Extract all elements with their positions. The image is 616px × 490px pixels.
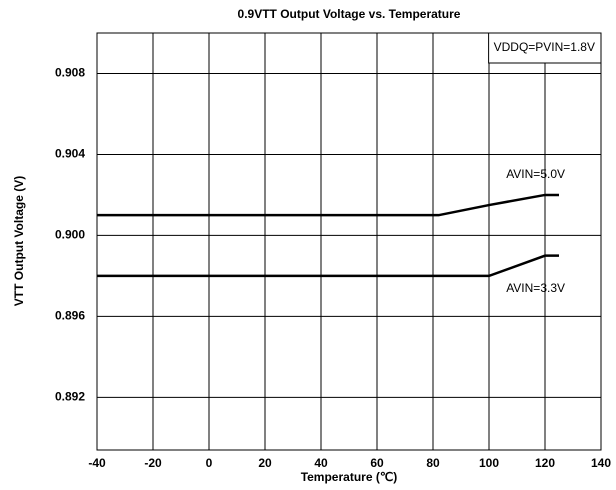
y-tick-label: 0.908	[55, 66, 85, 80]
x-tick-label: -20	[144, 456, 162, 470]
x-tick-label: 140	[591, 456, 611, 470]
x-tick-label: 100	[479, 456, 499, 470]
chart-title: 0.9VTT Output Voltage vs. Temperature	[238, 7, 461, 21]
plot-frame	[96, 32, 602, 451]
x-tick-label: -40	[88, 456, 106, 470]
x-tick-label: 40	[314, 456, 328, 470]
y-tick-label: 0.896	[55, 309, 85, 323]
series-label: AVIN=3.3V	[506, 281, 565, 295]
y-tick-label: 0.904	[55, 147, 85, 161]
x-tick-label: 60	[370, 456, 384, 470]
series-label: AVIN=5.0V	[506, 167, 565, 181]
x-tick-label: 120	[535, 456, 555, 470]
y-axis-label: VTT Output Voltage (V)	[12, 176, 26, 306]
x-tick-label: 0	[206, 456, 213, 470]
x-tick-label: 80	[426, 456, 440, 470]
annotation: VDDQ=PVIN=1.8V	[494, 40, 595, 54]
series-line	[97, 193, 559, 217]
x-axis-label: Temperature (℃)	[301, 470, 398, 484]
y-tick-label: 0.900	[55, 228, 85, 242]
y-tick-label: 0.892	[55, 390, 85, 404]
series-line	[97, 254, 559, 278]
x-tick-label: 20	[258, 456, 272, 470]
annotation-box	[488, 32, 602, 64]
